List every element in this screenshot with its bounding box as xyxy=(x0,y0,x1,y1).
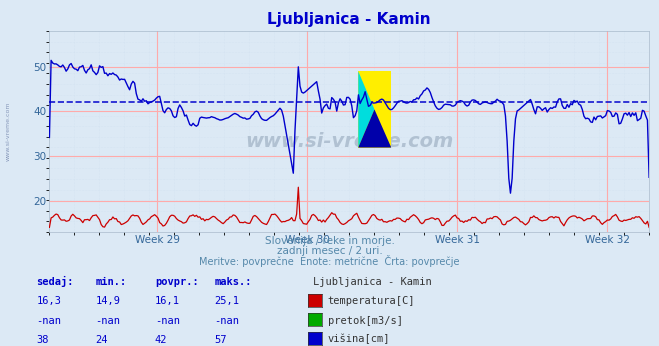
Polygon shape xyxy=(358,71,374,147)
Text: povpr.:: povpr.: xyxy=(155,277,198,288)
Text: višina[cm]: višina[cm] xyxy=(328,334,390,345)
Text: Meritve: povprečne  Enote: metrične  Črta: povprečje: Meritve: povprečne Enote: metrične Črta:… xyxy=(199,255,460,267)
Text: temperatura[C]: temperatura[C] xyxy=(328,297,415,307)
Polygon shape xyxy=(358,109,391,147)
Text: Ljubljanica - Kamin: Ljubljanica - Kamin xyxy=(313,277,432,288)
FancyBboxPatch shape xyxy=(358,71,391,147)
Text: -nan: -nan xyxy=(96,316,121,326)
Text: zadnji mesec / 2 uri.: zadnji mesec / 2 uri. xyxy=(277,246,382,256)
Text: 24: 24 xyxy=(96,335,108,345)
Text: 16,1: 16,1 xyxy=(155,297,180,307)
Text: Slovenija / reke in morje.: Slovenija / reke in morje. xyxy=(264,236,395,246)
Text: 16,3: 16,3 xyxy=(36,297,61,307)
Text: -nan: -nan xyxy=(155,316,180,326)
Text: 38: 38 xyxy=(36,335,49,345)
Text: www.si-vreme.com: www.si-vreme.com xyxy=(5,102,11,161)
Text: 25,1: 25,1 xyxy=(214,297,239,307)
Text: min.:: min.: xyxy=(96,277,127,288)
Text: sedaj:: sedaj: xyxy=(36,276,74,288)
Text: -nan: -nan xyxy=(36,316,61,326)
Title: Ljubljanica - Kamin: Ljubljanica - Kamin xyxy=(268,12,431,27)
Text: 57: 57 xyxy=(214,335,227,345)
Text: maks.:: maks.: xyxy=(214,277,252,288)
Text: -nan: -nan xyxy=(214,316,239,326)
Text: 14,9: 14,9 xyxy=(96,297,121,307)
Text: pretok[m3/s]: pretok[m3/s] xyxy=(328,316,403,326)
Text: 42: 42 xyxy=(155,335,167,345)
Text: www.si-vreme.com: www.si-vreme.com xyxy=(245,132,453,151)
